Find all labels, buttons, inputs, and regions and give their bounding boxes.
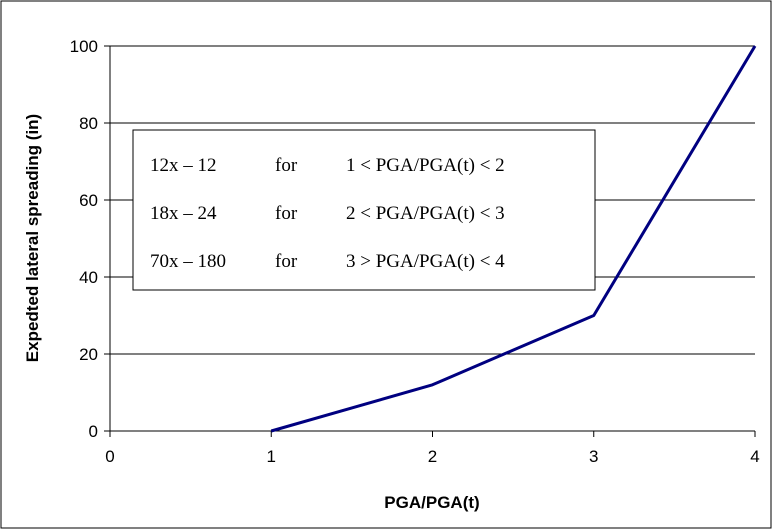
eq-1-formula: 12x – 12 xyxy=(150,155,217,176)
eq-3-for: for xyxy=(275,251,298,272)
y-tick-label-60: 60 xyxy=(79,191,98,210)
x-axis-title: PGA/PGA(t) xyxy=(384,493,479,512)
x-tick-label-3: 3 xyxy=(589,447,598,466)
eq-2-formula: 18x – 24 xyxy=(150,203,217,224)
x-tick-label-2: 2 xyxy=(428,447,437,466)
y-tick-label-20: 20 xyxy=(79,345,98,364)
y-tick-label-80: 80 xyxy=(79,114,98,133)
series-0-line xyxy=(270,45,757,433)
equation-box: 12x – 12 for 1 < PGA/PGA(t) < 2 18x – 24… xyxy=(132,129,596,291)
axes xyxy=(104,45,756,437)
x-tick-label-0: 0 xyxy=(105,447,114,466)
y-tick-label-40: 40 xyxy=(79,268,98,287)
eq-2-condition: 2 < PGA/PGA(t) < 3 xyxy=(346,203,505,224)
series-layer xyxy=(270,45,757,433)
y-tick-label-100: 100 xyxy=(70,37,98,56)
eq-2-for: for xyxy=(275,203,298,224)
eq-3-condition: 3 > PGA/PGA(t) < 4 xyxy=(346,251,505,272)
y-axis-title: Expedted lateral spreading (in) xyxy=(23,114,42,362)
x-tick-label-4: 4 xyxy=(750,447,759,466)
eq-1-condition: 1 < PGA/PGA(t) < 2 xyxy=(346,155,505,176)
x-tick-label-1: 1 xyxy=(267,447,276,466)
y-tick-label-0: 0 xyxy=(89,422,98,441)
eq-1-for: for xyxy=(275,155,298,176)
eq-3-formula: 70x – 180 xyxy=(150,251,226,272)
tick-labels: 0 20 40 60 80 100 0 1 2 3 4 xyxy=(70,37,760,466)
equation-box-frame xyxy=(132,129,596,291)
